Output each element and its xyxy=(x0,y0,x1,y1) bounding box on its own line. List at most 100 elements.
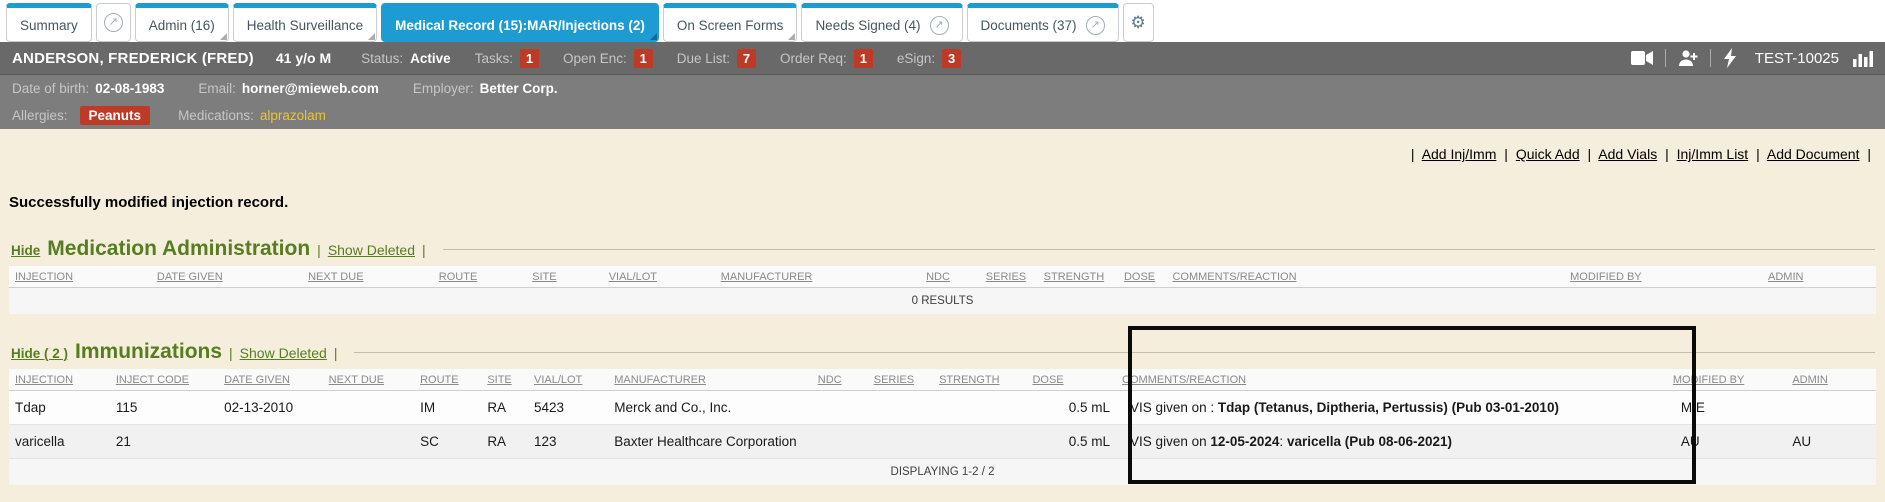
separator: | xyxy=(1665,146,1669,162)
tab-on-screen-forms[interactable]: On Screen Forms xyxy=(662,3,798,42)
open-enc-count-badge[interactable]: 1 xyxy=(633,48,653,68)
modified-by-cell: AU xyxy=(1666,424,1787,459)
column-header[interactable]: COMMENTS/REACTION xyxy=(1116,369,1667,391)
status-label: Status: xyxy=(361,50,404,66)
stat-due-list: Due List: 7 xyxy=(677,48,757,68)
column-header[interactable]: ROUTE xyxy=(432,266,527,288)
admin-cell: AU xyxy=(1786,424,1876,459)
column-header[interactable]: INJECTION xyxy=(9,266,151,288)
vial-lot-cell: 123 xyxy=(527,424,609,459)
medication-administration-table: INJECTION DATE GIVEN NEXT DUE ROUTE SITE… xyxy=(9,266,1876,314)
column-header[interactable]: SITE xyxy=(526,266,603,288)
column-header[interactable]: VIAL/LOT xyxy=(602,266,715,288)
admin-cell xyxy=(1786,390,1876,425)
stat-label: Tasks: xyxy=(474,50,513,66)
column-header[interactable]: NEXT DUE xyxy=(322,369,415,391)
dob-label: Date of birth: xyxy=(12,81,90,96)
inj-imm-list-link[interactable]: Inj/Imm List xyxy=(1676,146,1749,162)
due-list-count-badge[interactable]: 7 xyxy=(737,48,757,68)
medication-value[interactable]: alprazolam xyxy=(259,108,326,123)
column-header[interactable]: MODIFIED BY xyxy=(1564,266,1763,288)
bar-chart-icon[interactable] xyxy=(1853,49,1873,67)
settings-button[interactable]: ⚙ xyxy=(1122,3,1154,42)
tab-menu-fold-icon xyxy=(649,33,657,40)
manufacturer-cell: Merck and Co., Inc. xyxy=(608,390,812,425)
video-camera-icon[interactable] xyxy=(1630,50,1653,66)
tab-medical-record[interactable]: Medical Record (15):MAR/Injections (2) xyxy=(381,3,659,42)
column-header[interactable]: ROUTE xyxy=(414,369,482,391)
patient-status: Status: Active xyxy=(361,51,451,66)
strength-cell xyxy=(933,390,1027,425)
add-vials-link[interactable]: Add Vials xyxy=(1598,146,1658,162)
status-value: Active xyxy=(410,50,451,66)
tab-label: Needs Signed (4) xyxy=(815,18,921,33)
add-inj-imm-link[interactable]: Add Inj/Imm xyxy=(1421,146,1497,162)
tab-documents[interactable]: Documents (37) ↗ xyxy=(966,3,1119,42)
allergy-badge[interactable]: Peanuts xyxy=(79,106,151,125)
column-header[interactable]: STRENGTH xyxy=(1037,266,1118,288)
stat-label: eSign: xyxy=(896,50,936,66)
table-row[interactable]: Tdap 115 02-13-2010 IM RA 5423 Merck and… xyxy=(9,390,1876,425)
column-header[interactable]: VIAL/LOT xyxy=(527,369,609,391)
separator: | xyxy=(333,345,338,361)
column-header[interactable]: INJECT CODE xyxy=(109,369,219,391)
tab-label: Health Surveillance xyxy=(246,18,364,33)
external-link-icon[interactable]: ↗ xyxy=(1085,16,1105,35)
show-deleted-link[interactable]: Show Deleted xyxy=(327,242,415,258)
gear-icon: ⚙ xyxy=(1130,13,1146,32)
date-given-cell: 02-13-2010 xyxy=(218,390,323,425)
column-header[interactable]: SITE xyxy=(481,369,528,391)
manufacturer-cell: Baxter Healthcare Corporation xyxy=(608,424,812,459)
tab-summary[interactable]: Summary xyxy=(6,3,92,42)
inject-code-cell: 115 xyxy=(109,390,219,425)
comment-bold-text: varicella (Pub 08-06-2021) xyxy=(1286,434,1453,449)
column-header[interactable]: DOSE xyxy=(1117,266,1167,288)
tasks-count-badge[interactable]: 1 xyxy=(519,48,539,68)
empty-results-text: 0 RESULTS xyxy=(9,287,1876,314)
medication-administration-section: Hide Medication Administration | Show De… xyxy=(0,211,1885,314)
site-cell: RA xyxy=(481,424,528,459)
summary-external-button[interactable]: ↗ xyxy=(95,3,131,42)
column-header[interactable]: ADMIN xyxy=(1786,369,1876,391)
column-header[interactable]: DATE GIVEN xyxy=(218,369,323,391)
add-person-icon[interactable] xyxy=(1678,49,1698,67)
hide-link[interactable]: Hide xyxy=(11,243,41,258)
next-due-cell xyxy=(322,424,415,459)
external-link-icon[interactable]: ↗ xyxy=(929,16,949,35)
column-header[interactable]: NDC xyxy=(811,369,868,391)
quick-add-link[interactable]: Quick Add xyxy=(1515,146,1580,162)
column-header[interactable]: COMMENTS/REACTION xyxy=(1166,266,1565,288)
esign-count-badge[interactable]: 3 xyxy=(942,48,962,68)
add-document-link[interactable]: Add Document xyxy=(1766,146,1860,162)
separator: | xyxy=(1867,146,1871,162)
column-header[interactable]: STRENGTH xyxy=(933,369,1027,391)
column-header[interactable]: NDC xyxy=(920,266,980,288)
table-row[interactable]: varicella 21 SC RA 123 Baxter Healthcare… xyxy=(9,424,1876,459)
tab-needs-signed[interactable]: Needs Signed (4) ↗ xyxy=(801,3,963,42)
ndc-cell xyxy=(811,424,868,459)
column-header[interactable]: NEXT DUE xyxy=(302,266,433,288)
tab-health-surveillance[interactable]: Health Surveillance xyxy=(232,3,378,42)
column-header[interactable]: DOSE xyxy=(1026,369,1117,391)
column-header[interactable]: ADMIN xyxy=(1762,266,1876,288)
tab-admin[interactable]: Admin (16) xyxy=(134,3,229,42)
column-header[interactable]: DATE GIVEN xyxy=(150,266,303,288)
patient-alerts-row: Allergies: Peanuts Medications: alprazol… xyxy=(0,102,1885,129)
separator: | xyxy=(229,345,233,361)
column-header[interactable]: SERIES xyxy=(867,369,934,391)
show-deleted-link[interactable]: Show Deleted xyxy=(239,345,327,361)
comments-cell: VIS given on 12-05-2024: varicella (Pub … xyxy=(1116,424,1667,459)
column-header[interactable]: MODIFIED BY xyxy=(1666,369,1787,391)
column-header[interactable]: SERIES xyxy=(979,266,1038,288)
order-req-count-badge[interactable]: 1 xyxy=(853,48,873,68)
patient-header-row: ANDERSON, FREDERICK (FRED) 41 y/o M Stat… xyxy=(0,42,1885,75)
column-header[interactable]: MANUFACTURER xyxy=(608,369,812,391)
tab-label: On Screen Forms xyxy=(676,18,784,33)
tab-menu-fold-icon xyxy=(219,33,227,40)
tab-menu-fold-icon xyxy=(368,33,376,40)
column-header[interactable]: INJECTION xyxy=(9,369,110,391)
section-title: Medication Administration xyxy=(47,237,311,260)
column-header[interactable]: MANUFACTURER xyxy=(714,266,921,288)
action-links: | Add Inj/Imm | Quick Add | Add Vials | … xyxy=(0,146,1885,162)
hide-link[interactable]: Hide ( 2 ) xyxy=(11,346,69,361)
